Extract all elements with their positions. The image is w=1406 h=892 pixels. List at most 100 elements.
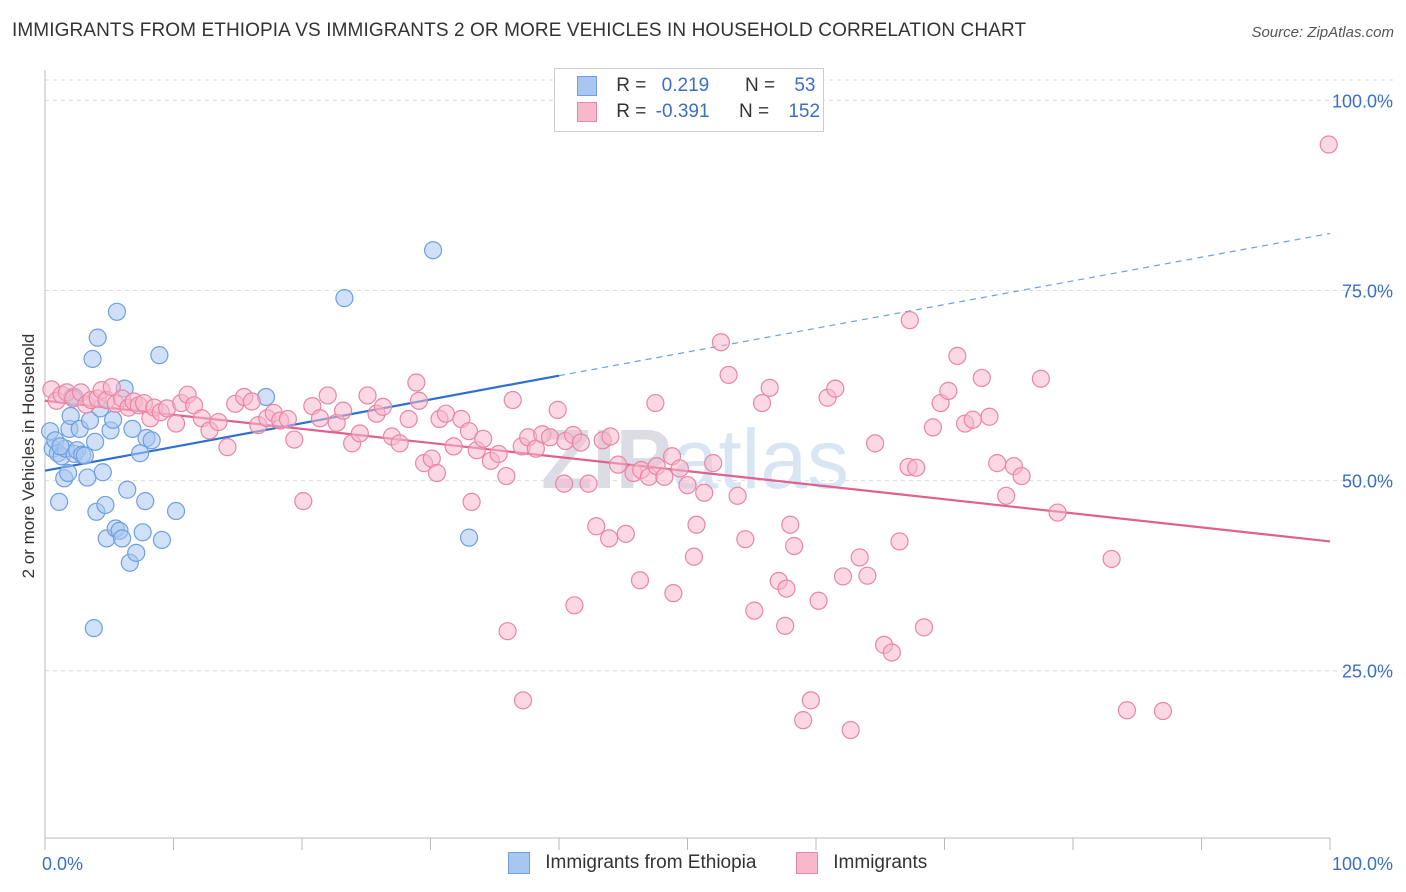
immigrants-point (809, 591, 828, 610)
watermark: ZIPatlas (541, 412, 849, 506)
immigrants-point (600, 529, 619, 548)
immigrants-point (242, 392, 261, 411)
ethiopia-point (93, 463, 112, 482)
immigrants-point (850, 548, 869, 567)
y-tick-label: 75.0% (1342, 282, 1393, 302)
immigrants-point (399, 409, 418, 429)
immigrants-point (900, 311, 919, 330)
ethiopia-point (84, 619, 103, 638)
immigrants-point (209, 412, 228, 432)
immigrants-point (1153, 701, 1173, 721)
immigrants-point (655, 467, 674, 486)
chart-title: IMMIGRANTS FROM ETHIOPIA VS IMMIGRANTS 2… (12, 20, 1027, 41)
immigrants-point (704, 454, 723, 473)
immigrants-point (278, 409, 297, 429)
immigrants-point (1319, 135, 1338, 154)
immigrants-point (503, 390, 522, 410)
y-axis-label: 2 or more Vehicles in Household (19, 334, 38, 579)
immigrants-point (980, 407, 999, 426)
immigrants-point (601, 427, 620, 446)
legend-r-label: R = (616, 75, 647, 96)
immigrants-point (646, 393, 665, 413)
ethiopia-point (96, 495, 115, 515)
immigrants-point (841, 720, 860, 740)
immigrants-point (310, 409, 330, 428)
ethiopia-point (59, 463, 78, 483)
immigrants-point (1012, 466, 1031, 486)
immigrants-point (350, 424, 369, 443)
immigrants-point (939, 381, 958, 400)
immigrants-point (548, 400, 567, 419)
ethiopia-point (133, 523, 152, 542)
gridlines (45, 79, 1393, 672)
immigrants-point (218, 438, 237, 457)
immigrants-point (781, 515, 800, 534)
legend-r-value: 0.219 (661, 75, 710, 96)
ethiopia-point (423, 241, 443, 260)
legend-swatch-blue (577, 76, 597, 96)
immigrants-point (427, 463, 447, 483)
immigrants-point (294, 492, 313, 511)
correlation-legend: R = 0.219 N = 53 R = -0.391 N = 152 (554, 68, 824, 132)
ethiopia-point (61, 406, 80, 426)
ethiopia-point (459, 528, 479, 547)
legend-r-value: -0.391 (655, 101, 710, 122)
ethiopia-point (166, 501, 186, 521)
ethiopia-point (51, 437, 70, 456)
data-points (41, 135, 1338, 740)
ethiopia-point (78, 468, 97, 487)
immigrants-point (334, 401, 353, 420)
bottom-legend-immigrants: Immigrants (796, 852, 927, 874)
immigrants-point (436, 404, 456, 423)
immigrants-point (1048, 503, 1067, 522)
immigrants-point (728, 486, 747, 505)
immigrants-point (358, 386, 377, 405)
immigrants-point (318, 386, 337, 405)
immigrants-point (462, 492, 481, 512)
legend-n-value: 53 (794, 75, 816, 96)
legend-row-ethiopia: R = 0.219 N = 53 (577, 75, 815, 101)
ethiopia-point (127, 543, 146, 562)
immigrants-point (745, 601, 764, 620)
immigrants-point (801, 691, 820, 710)
immigrants-point (695, 483, 714, 502)
immigrants-point (579, 474, 598, 493)
immigrants-point (409, 391, 429, 410)
immigrants-point (571, 433, 590, 452)
immigrants-point (474, 429, 493, 448)
immigrants-point (972, 368, 991, 388)
legend-row-immigrants: R = -0.391 N = 152 (577, 101, 820, 127)
bottom-legend-swatch-blue (508, 852, 530, 874)
ethiopia-point (130, 444, 150, 463)
legend-r-label: R = (616, 101, 647, 122)
immigrants-point (988, 454, 1007, 473)
ethiopia-point (118, 480, 137, 499)
immigrants-point (907, 458, 926, 477)
immigrants-point (833, 567, 853, 586)
ethiopia-point (335, 289, 354, 308)
immigrants-point (777, 579, 796, 598)
immigrants-point (882, 643, 901, 662)
ethiopia-point (50, 492, 69, 512)
immigrants-point (760, 378, 779, 397)
immigrants-point (670, 459, 689, 478)
bottom-legend-swatch-pink (796, 852, 818, 874)
immigrants-point (540, 428, 560, 447)
legend-n-label: N = (738, 101, 770, 122)
y-tick-label: 100.0% (1332, 91, 1393, 111)
bottom-legend-ethiopia: Immigrants from Ethiopia (508, 852, 756, 874)
y-tick-label: 50.0% (1342, 472, 1393, 492)
immigrants-point (923, 418, 943, 437)
immigrants-point (785, 536, 804, 556)
bottom-legend-label: Immigrants (833, 852, 928, 873)
ethiopia-point (136, 492, 155, 511)
immigrants-point (587, 517, 606, 536)
immigrants-point (826, 379, 845, 398)
tick-labels: 25.0% 50.0% 75.0% 100.0% 0.0% 100.0% (42, 91, 1393, 874)
legend-n-label: N = (744, 75, 776, 96)
ethiopia-point (107, 302, 127, 321)
ethiopia-point (104, 410, 123, 429)
immigrants-point (736, 530, 755, 549)
immigrants-point (684, 547, 704, 566)
immigrants-point (609, 455, 628, 474)
